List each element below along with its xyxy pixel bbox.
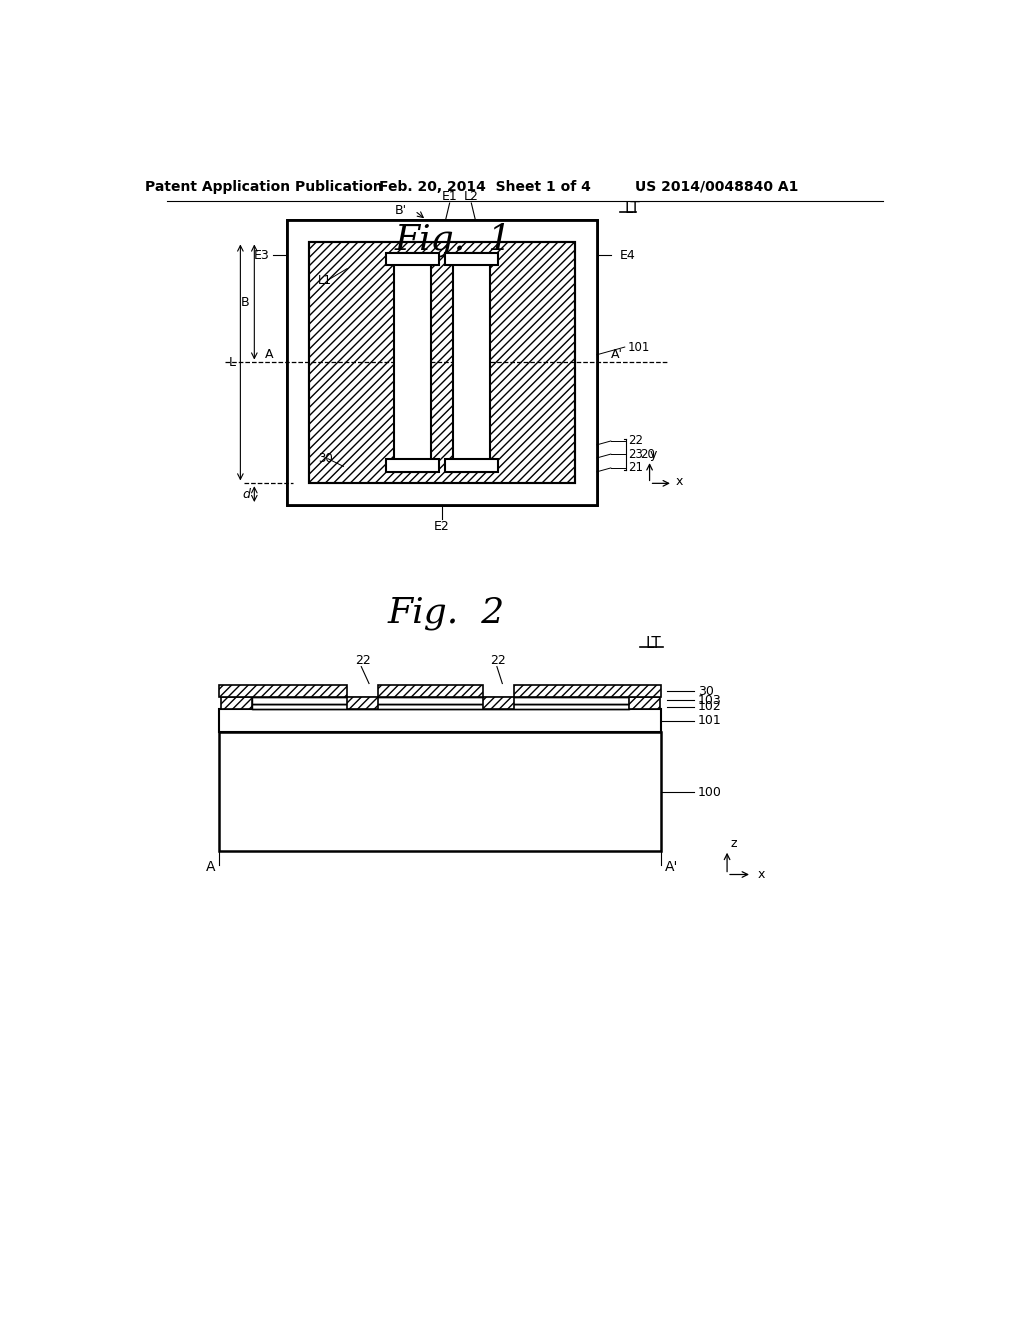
- Text: 102: 102: [697, 700, 721, 713]
- Text: x: x: [676, 475, 683, 488]
- Bar: [308, 242, 575, 483]
- Bar: [378, 685, 483, 697]
- Text: 103: 103: [697, 694, 721, 708]
- Text: LT: LT: [624, 201, 640, 216]
- Text: Fig.  2: Fig. 2: [387, 595, 505, 630]
- Bar: [221, 697, 252, 709]
- Text: L: L: [229, 356, 237, 370]
- Text: B': B': [394, 205, 407, 218]
- Bar: [453, 253, 489, 471]
- Bar: [287, 220, 597, 506]
- Bar: [347, 697, 378, 709]
- Text: A': A': [665, 859, 679, 874]
- Bar: [252, 697, 629, 704]
- Bar: [445, 459, 498, 471]
- Text: A: A: [264, 348, 273, 362]
- Bar: [219, 685, 347, 697]
- Bar: [219, 709, 662, 733]
- Text: 22: 22: [355, 653, 371, 667]
- Text: 100: 100: [697, 785, 722, 799]
- Bar: [287, 220, 597, 242]
- Bar: [287, 483, 597, 506]
- Text: 101: 101: [697, 714, 721, 727]
- Text: Patent Application Publication: Patent Application Publication: [144, 180, 383, 194]
- Text: A: A: [206, 859, 216, 874]
- Bar: [483, 697, 514, 709]
- Text: 22: 22: [490, 653, 506, 667]
- Text: E2: E2: [434, 520, 450, 533]
- Bar: [386, 459, 438, 471]
- Bar: [629, 697, 659, 709]
- Bar: [386, 253, 438, 265]
- Text: 30: 30: [697, 685, 714, 698]
- Text: Feb. 20, 2014  Sheet 1 of 4: Feb. 20, 2014 Sheet 1 of 4: [379, 180, 591, 194]
- Text: L1: L1: [317, 273, 332, 286]
- Text: US 2014/0048840 A1: US 2014/0048840 A1: [635, 180, 799, 194]
- Text: LT: LT: [646, 636, 662, 651]
- Text: z: z: [731, 837, 737, 850]
- Bar: [514, 685, 662, 697]
- Bar: [287, 220, 597, 506]
- Text: E4: E4: [621, 249, 636, 261]
- Text: E1: E1: [441, 190, 458, 203]
- Bar: [252, 704, 629, 709]
- Text: 22: 22: [628, 434, 643, 447]
- Bar: [219, 733, 662, 851]
- Text: x: x: [758, 869, 766, 880]
- Text: y: y: [650, 447, 657, 461]
- Bar: [394, 253, 431, 471]
- Text: 101: 101: [628, 341, 650, 354]
- Text: L2: L2: [464, 190, 479, 203]
- Text: d: d: [243, 487, 251, 500]
- Text: 21: 21: [628, 462, 643, 474]
- Bar: [575, 220, 597, 506]
- Text: A': A': [611, 348, 623, 362]
- Bar: [445, 253, 498, 265]
- Bar: [308, 242, 575, 483]
- Text: 20: 20: [640, 447, 655, 461]
- Text: Fig.  1: Fig. 1: [395, 222, 512, 256]
- Text: 23: 23: [628, 447, 643, 461]
- Text: E3: E3: [254, 249, 270, 261]
- Text: 30: 30: [317, 453, 333, 465]
- Text: B: B: [241, 296, 249, 309]
- Bar: [287, 220, 308, 506]
